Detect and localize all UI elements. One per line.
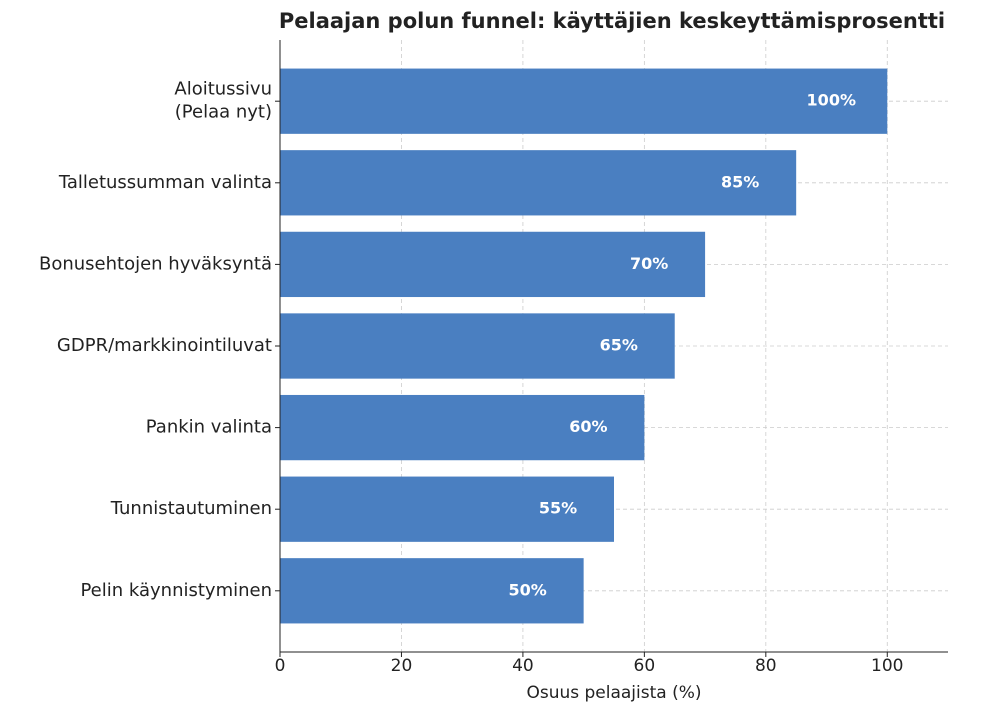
value-label: 100% [807, 91, 856, 110]
y-tick-label: Pelin käynnistyminen [80, 580, 272, 601]
chart-title: Pelaajan polun funnel: käyttäjien keskey… [279, 9, 945, 33]
x-axis-label: Osuus pelaajista (%) [526, 683, 701, 703]
bar [280, 476, 614, 542]
x-tick-label: 40 [512, 656, 534, 676]
value-label: 60% [569, 417, 607, 436]
bar [280, 150, 797, 216]
x-tick-label: 0 [275, 656, 286, 676]
value-label: 85% [721, 172, 759, 191]
value-label: 50% [508, 580, 546, 599]
x-tick-label: 60 [634, 656, 656, 676]
bar [280, 68, 888, 134]
bar [280, 558, 584, 624]
bar [280, 313, 675, 379]
bar [280, 394, 645, 461]
x-tick-label: 100 [871, 656, 903, 676]
value-label: 70% [630, 254, 668, 273]
bar [280, 231, 706, 298]
y-tick-label: GDPR/markkinointiluvat [57, 335, 272, 356]
y-tick-label: Tunnistautuminen [110, 498, 272, 519]
value-label: 55% [539, 499, 577, 518]
y-tick-label: Talletussumman valinta [58, 172, 272, 193]
y-tick-label: Bonusehtojen hyväksyntä [39, 253, 272, 274]
y-tick-label: Pankin valinta [146, 417, 272, 438]
y-tick-label: Aloitussivu (Pelaa nyt) [174, 79, 272, 123]
value-label: 65% [600, 336, 638, 355]
x-tick-label: 80 [755, 656, 777, 676]
x-tick-label: 20 [391, 656, 413, 676]
